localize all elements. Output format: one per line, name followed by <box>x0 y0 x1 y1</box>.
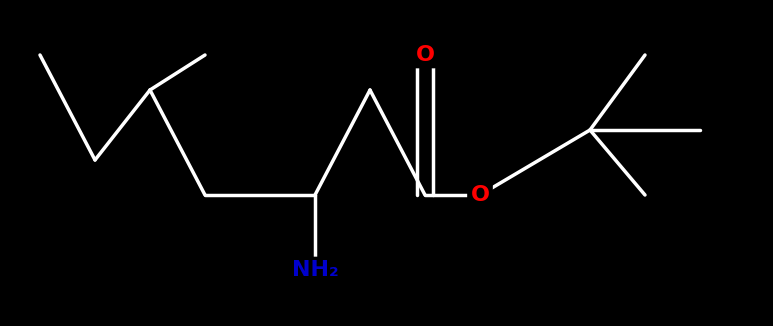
Text: NH₂: NH₂ <box>291 260 339 280</box>
Text: O: O <box>471 185 489 205</box>
Text: O: O <box>416 45 434 65</box>
